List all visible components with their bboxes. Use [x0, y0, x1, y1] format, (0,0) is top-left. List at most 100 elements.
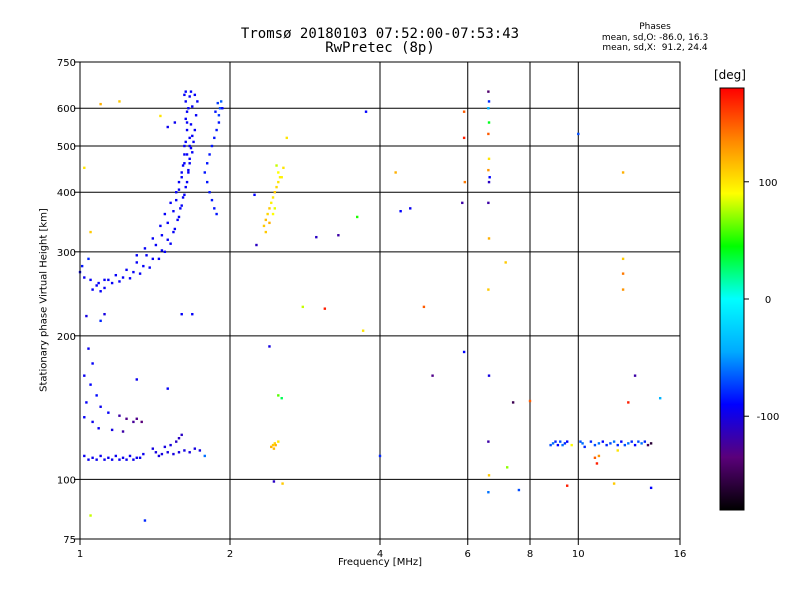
- data-point: [142, 452, 145, 456]
- data-point: [192, 140, 195, 144]
- data-point: [91, 420, 94, 424]
- data-point: [528, 399, 532, 403]
- data-point: [151, 447, 155, 450]
- data-point: [83, 374, 86, 377]
- data-point: [99, 319, 102, 323]
- data-point: [181, 164, 185, 167]
- data-point: [121, 276, 125, 279]
- stats-heading: Phases: [639, 22, 671, 32]
- data-point: [275, 185, 278, 189]
- data-point: [166, 387, 169, 390]
- data-point: [135, 417, 138, 420]
- data-point: [183, 144, 186, 148]
- data-point: [277, 180, 280, 184]
- data-point: [563, 442, 567, 445]
- data-point: [160, 234, 164, 237]
- data-point: [99, 102, 102, 106]
- data-point: [175, 191, 178, 194]
- data-point: [487, 121, 491, 124]
- data-point: [609, 442, 612, 445]
- y-tick-label: 500: [57, 142, 76, 153]
- data-point: [89, 383, 92, 386]
- data-point: [107, 411, 110, 414]
- data-point: [399, 209, 402, 213]
- data-point: [323, 307, 327, 310]
- data-point: [125, 458, 128, 461]
- data-point: [183, 153, 186, 156]
- data-point: [118, 458, 121, 461]
- data-point: [597, 442, 601, 445]
- data-point: [268, 207, 271, 210]
- data-point: [272, 480, 276, 483]
- data-point: [658, 396, 662, 400]
- data-point: [180, 176, 183, 179]
- data-point: [85, 314, 88, 318]
- data-point: [214, 110, 217, 113]
- data-point: [142, 264, 145, 268]
- data-point: [110, 428, 114, 432]
- data-point: [206, 162, 209, 165]
- data-point: [118, 280, 121, 283]
- data-point: [215, 212, 218, 216]
- data-point: [99, 405, 102, 408]
- data-point: [177, 437, 181, 440]
- data-point: [217, 114, 221, 117]
- data-point: [181, 196, 185, 199]
- data-point: [487, 440, 490, 443]
- data-point: [255, 243, 258, 247]
- data-point: [270, 201, 273, 205]
- data-point: [623, 443, 627, 447]
- data-point: [163, 445, 167, 449]
- data-point: [561, 443, 564, 447]
- data-point: [128, 277, 132, 280]
- data-point: [110, 281, 114, 285]
- data-point: [97, 427, 100, 430]
- data-point: [301, 305, 305, 309]
- colorbar-tick-label: -100: [757, 412, 780, 423]
- data-point: [184, 140, 187, 144]
- data-point: [506, 466, 509, 469]
- data-point: [616, 443, 619, 447]
- data-point: [616, 449, 619, 452]
- data-point: [132, 458, 135, 461]
- data-point: [210, 144, 214, 148]
- data-point: [188, 144, 191, 148]
- data-point: [282, 166, 285, 170]
- data-point: [110, 458, 114, 461]
- data-point: [196, 100, 199, 103]
- data-point: [172, 452, 175, 456]
- data-point: [583, 445, 586, 449]
- data-point: [487, 168, 490, 172]
- data-point: [556, 443, 560, 447]
- data-point: [431, 374, 434, 377]
- data-point: [169, 201, 172, 205]
- grid-lines: [80, 62, 680, 539]
- data-point: [188, 451, 191, 454]
- chart-title: Tromsø 20180103 07:52:00-07:53:43 RwPret…: [180, 27, 580, 55]
- data-point: [268, 345, 271, 348]
- data-point: [160, 452, 164, 456]
- data-point: [91, 288, 94, 291]
- data-point: [517, 488, 521, 492]
- data-point: [554, 440, 557, 443]
- data-point: [83, 454, 86, 458]
- data-point: [159, 224, 162, 228]
- data-point: [189, 146, 193, 150]
- data-point: [180, 312, 183, 316]
- data-point: [173, 227, 177, 231]
- data-point: [281, 482, 284, 485]
- data-point: [138, 456, 142, 459]
- data-point: [570, 443, 573, 447]
- data-point: [278, 176, 282, 179]
- data-point: [627, 442, 630, 445]
- x-tick-label: 8: [527, 549, 533, 560]
- data-point: [99, 290, 102, 293]
- data-point: [193, 128, 197, 132]
- data-point: [185, 121, 189, 124]
- data-point: [125, 268, 128, 272]
- data-point: [273, 207, 276, 210]
- x-axis-ticks: 1 2 4 6 8 10 16: [77, 539, 686, 560]
- data-point: [145, 254, 148, 257]
- data-point: [487, 474, 491, 477]
